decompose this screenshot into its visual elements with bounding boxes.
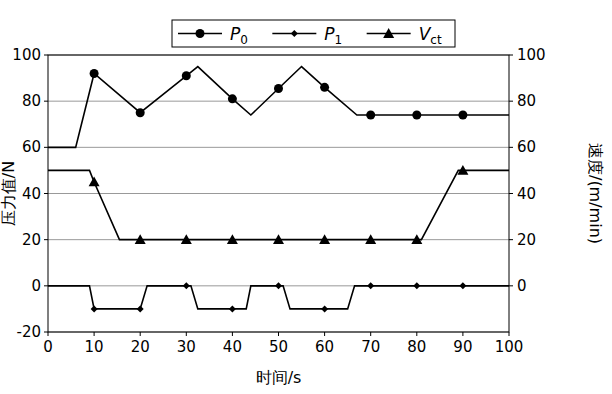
x-tick (278, 332, 279, 336)
x-tick (186, 332, 187, 336)
series-marker (413, 282, 420, 289)
legend-box (172, 20, 455, 47)
x-tick-label: 100 (495, 338, 524, 356)
x-tick-label: 90 (453, 338, 472, 356)
x-tick (48, 332, 49, 336)
series-line (48, 170, 509, 239)
y2-tick (509, 285, 513, 286)
series-marker (229, 305, 236, 312)
y-tick-label: 40 (22, 185, 41, 203)
plot-frame (48, 55, 509, 332)
series-marker (136, 108, 145, 117)
y2-tick (509, 147, 513, 148)
series-marker (227, 234, 238, 244)
y2-tick-label: 0 (517, 277, 527, 295)
x-tick (370, 332, 371, 336)
y-tick (44, 285, 48, 286)
y2-tick (509, 55, 513, 56)
legend-label: Vct (419, 24, 442, 47)
series-marker (182, 71, 191, 80)
series-marker (319, 234, 330, 244)
series-marker (275, 282, 282, 289)
series-marker (367, 282, 374, 289)
y-tick (44, 332, 48, 333)
x-tick (140, 332, 141, 336)
y-tick-label: 100 (12, 46, 41, 64)
y2-tick-label: 60 (517, 138, 536, 156)
x-tick-label: 50 (269, 338, 288, 356)
y2-tick (509, 101, 513, 102)
series-marker (274, 84, 283, 93)
y2-tick (509, 193, 513, 194)
y-tick (44, 193, 48, 194)
y-tick (44, 147, 48, 148)
grid-line (48, 193, 509, 194)
legend-label-sub: 1 (335, 33, 343, 47)
series-marker (137, 305, 144, 312)
series-marker (457, 165, 468, 175)
x-tick-label: 60 (315, 338, 334, 356)
series-line (48, 67, 509, 148)
x-tick-label: 80 (407, 338, 426, 356)
legend: P0 P1 Vct (172, 20, 455, 47)
x-tick (509, 332, 510, 336)
legend-marker (291, 30, 298, 37)
series-marker (458, 111, 467, 120)
x-tick-label: 10 (85, 338, 104, 356)
y2-tick (509, 239, 513, 240)
series-marker (181, 234, 192, 244)
y-tick (44, 239, 48, 240)
y2-tick-label: 20 (517, 231, 536, 249)
series-marker (135, 234, 146, 244)
x-axis-title: 时间/s (256, 368, 302, 387)
y2-tick-label: 100 (517, 46, 546, 64)
series-marker (183, 282, 190, 289)
y2-tick-label: 40 (517, 185, 536, 203)
y-tick-label: 60 (22, 138, 41, 156)
grid-line (48, 147, 509, 148)
legend-marker (196, 29, 205, 38)
legend-label-sub: ct (430, 33, 442, 47)
y2-tick-label: 80 (517, 92, 536, 110)
y-axis-title: 压力值/N (0, 161, 18, 226)
series-marker (459, 282, 466, 289)
x-tick-label: 20 (131, 338, 150, 356)
x-tick (416, 332, 417, 336)
series-marker (228, 94, 237, 103)
grid-line (48, 101, 509, 102)
x-tick-label: 40 (223, 338, 242, 356)
y-tick-label: 20 (22, 231, 41, 249)
y-tick (44, 101, 48, 102)
y-tick-label: 0 (31, 277, 41, 295)
x-tick-label: 30 (177, 338, 196, 356)
legend-marker (383, 28, 394, 38)
x-tick-label: 0 (43, 338, 53, 356)
chart: -200204060801000204060801000102030405060… (0, 0, 612, 394)
series-marker (411, 234, 422, 244)
y-tick (44, 55, 48, 56)
series-marker (90, 69, 99, 78)
series-marker (91, 305, 98, 312)
y-tick-label: -20 (17, 323, 42, 341)
series-marker (366, 111, 375, 120)
legend-label: P0 (230, 24, 248, 47)
series-marker (365, 234, 376, 244)
y2-axis-title: 速度/(m/min) (586, 143, 605, 244)
series-marker (321, 305, 328, 312)
y-tick-label: 80 (22, 92, 41, 110)
legend-label: P1 (324, 24, 342, 47)
series-marker (273, 234, 284, 244)
data-group (48, 67, 509, 313)
x-tick (324, 332, 325, 336)
x-tick (94, 332, 95, 336)
x-tick (232, 332, 233, 336)
x-tick-label: 70 (361, 338, 380, 356)
legend-label-sub: 0 (240, 33, 248, 47)
x-tick (462, 332, 463, 336)
series-marker (89, 176, 100, 186)
series-marker (320, 83, 329, 92)
series-marker (412, 111, 421, 120)
